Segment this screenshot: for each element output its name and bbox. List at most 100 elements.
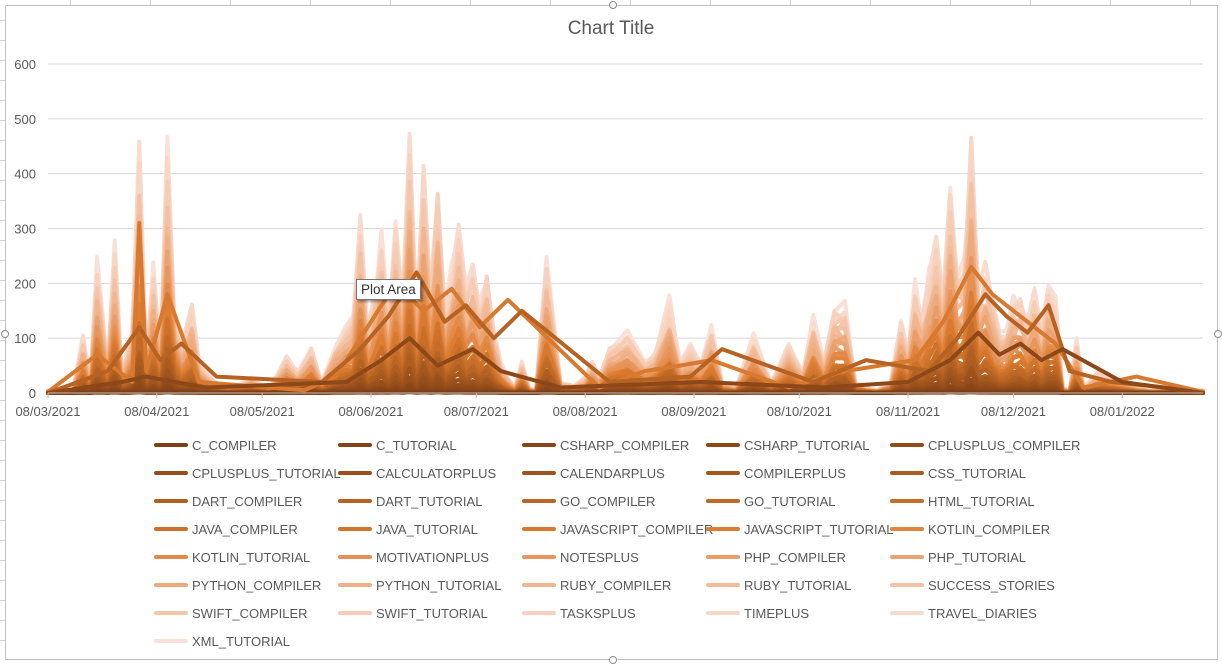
sheet-column-line [790,0,791,6]
y-tick-label: 100 [14,331,36,346]
legend-swatch [890,443,924,447]
legend-entry-javascript-tutorial[interactable]: JAVASCRIPT_TUTORIAL [706,521,894,537]
legend-swatch [338,527,372,531]
legend-label: CPLUSPLUS_TUTORIAL [192,465,341,481]
chart-title[interactable]: Chart Title [567,18,655,39]
legend-entry-dart-compiler[interactable]: DART_COMPILER [154,493,302,509]
sheet-row-line [0,440,5,441]
sheet-column-line [1030,0,1031,6]
x-tick-label: 08/03/2021 [15,404,80,419]
legend-swatch [154,527,188,531]
legend-entry-ruby-tutorial[interactable]: RUBY_TUTORIAL [706,577,851,593]
legend-entry-cplusplus-compiler[interactable]: CPLUSPLUS_COMPILER [890,437,1080,453]
legend-swatch [154,583,188,587]
legend-entry-notesplus[interactable]: NOTESPLUS [522,549,639,565]
legend-entry-tasksplus[interactable]: TASKSPLUS [522,605,636,621]
legend-entry-swift-compiler[interactable]: SWIFT_COMPILER [154,605,308,621]
legend-label: GO_COMPILER [560,493,656,509]
legend-entry-c-compiler[interactable]: C_COMPILER [154,437,277,453]
legend-entry-calculatorplus[interactable]: CALCULATORPLUS [338,465,496,481]
sheet-column-line [710,0,711,6]
legend-label: CALCULATORPLUS [376,465,497,481]
legend-label: CALENDARPLUS [560,465,665,481]
legend-entry-java-tutorial[interactable]: JAVA_TUTORIAL [338,521,478,537]
legend-entry-cplusplus-tutorial[interactable]: CPLUSPLUS_TUTORIAL [154,465,341,481]
legend-entry-ruby-compiler[interactable]: RUBY_COMPILER [522,577,671,593]
x-tick-label: 08/10/2021 [767,404,832,419]
legend-entry-php-tutorial[interactable]: PHP_TUTORIAL [890,549,1026,565]
sheet-row-line [0,580,5,581]
legend-entry-calendarplus[interactable]: CALENDARPLUS [522,465,665,481]
legend-entry-timeplus[interactable]: TIMEPLUS [706,605,809,621]
gridlines [48,63,1203,339]
legend-entry-csharp-tutorial[interactable]: CSHARP_TUTORIAL [706,437,869,453]
legend-entry-go-compiler[interactable]: GO_COMPILER [522,493,655,509]
y-tick-label: 200 [14,276,36,291]
legend-label: PHP_TUTORIAL [928,549,1027,565]
legend-entry-javascript-compiler[interactable]: JAVASCRIPT_COMPILER [522,521,713,537]
legend-entry-kotlin-compiler[interactable]: KOTLIN_COMPILER [890,521,1050,537]
legend-entry-dart-tutorial[interactable]: DART_TUTORIAL [338,493,482,509]
sheet-row-line [0,380,5,381]
legend-entry-python-tutorial[interactable]: PYTHON_TUTORIAL [338,577,501,593]
x-tick-label: 08/06/2021 [338,404,403,419]
legend-label: RUBY_COMPILER [560,577,672,593]
legend-entry-motivationplus[interactable]: MOTIVATIONPLUS [338,549,489,565]
legend-label: JAVA_COMPILER [192,521,298,537]
x-tick-label: 08/11/2021 [876,404,940,419]
sheet-column-line [550,0,551,6]
legend-entry-swift-tutorial[interactable]: SWIFT_TUTORIAL [338,605,488,621]
legend-swatch [890,499,924,503]
sheet-row-line [0,340,5,341]
resize-handle-top[interactable] [609,1,617,9]
legend-swatch [522,471,556,475]
legend-entry-html-tutorial[interactable]: HTML_TUTORIAL [890,493,1035,509]
legend-entry-python-compiler[interactable]: PYTHON_COMPILER [154,577,321,593]
legend-label: RUBY_TUTORIAL [744,577,852,593]
legend-entry-csharp-compiler[interactable]: CSHARP_COMPILER [522,437,689,453]
legend-label: JAVASCRIPT_COMPILER [560,521,714,537]
legend-label: NOTESPLUS [560,549,639,565]
resize-handle-left[interactable] [1,330,9,338]
legend-entry-xml-tutorial[interactable]: XML_TUTORIAL [154,633,290,649]
sheet-row-line [0,40,5,41]
legend-label: SWIFT_COMPILER [192,605,308,621]
sheet-row-line [0,280,5,281]
legend-entry-css-tutorial[interactable]: CSS_TUTORIAL [890,465,1026,481]
y-tick-label: 0 [29,386,36,401]
sheet-row-line [0,100,5,101]
legend-swatch [522,583,556,587]
legend-label: SUCCESS_STORIES [928,577,1055,593]
legend-swatch [154,639,188,643]
legend-entry-travel-diaries[interactable]: TRAVEL_DIARIES [890,605,1037,621]
x-tick-label: 08/04/2021 [124,404,189,419]
sheet-column-line [230,0,231,6]
sheet-column-line [1190,0,1191,6]
legend-label: MOTIVATIONPLUS [376,549,489,565]
sheet-row-line [0,560,5,561]
sheet-row-line [0,120,5,121]
sheet-row-line [0,540,5,541]
legend-entry-go-tutorial[interactable]: GO_TUTORIAL [706,493,836,509]
sheet-column-line [870,0,871,6]
legend-entry-success-stories[interactable]: SUCCESS_STORIES [890,577,1055,593]
legend-entry-java-compiler[interactable]: JAVA_COMPILER [154,521,298,537]
sheet-row-line [0,520,5,521]
legend-entry-kotlin-tutorial[interactable]: KOTLIN_TUTORIAL [154,549,310,565]
legend-entry-c-tutorial[interactable]: C_TUTORIAL [338,437,457,453]
sheet-column-line [390,0,391,6]
sheet-column-line [150,0,151,6]
legend-swatch [338,611,372,615]
legend-entry-compilerplus[interactable]: COMPILERPLUS [706,465,846,481]
series-lines [46,131,1205,395]
plot-area-tooltip: Plot Area [356,279,421,300]
legend-label: COMPILERPLUS [744,465,846,481]
legend-label: C_COMPILER [192,437,277,453]
legend-label: JAVASCRIPT_TUTORIAL [744,521,894,537]
legend-swatch [706,527,740,531]
x-tick-label: 08/08/2021 [553,404,618,419]
legend-swatch [890,555,924,559]
legend-entry-php-compiler[interactable]: PHP_COMPILER [706,549,846,565]
legend-label: TIMEPLUS [744,605,810,621]
